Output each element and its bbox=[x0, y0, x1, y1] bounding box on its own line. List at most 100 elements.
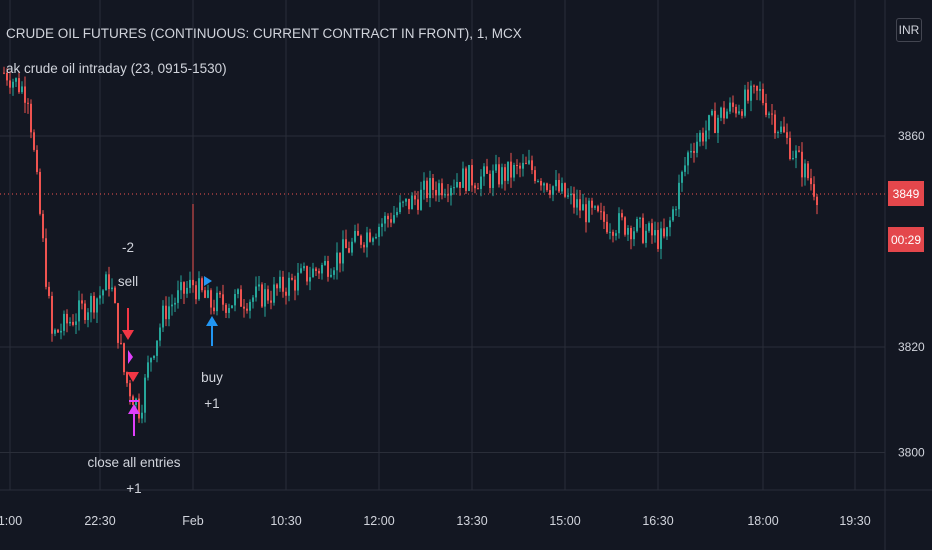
candle-body bbox=[627, 228, 629, 235]
candle-body bbox=[672, 209, 674, 221]
candle-body bbox=[162, 305, 164, 328]
candle-body bbox=[279, 276, 281, 289]
candle-body bbox=[198, 278, 200, 300]
candle-body bbox=[210, 290, 212, 308]
candle-body bbox=[522, 162, 524, 169]
candle-body bbox=[6, 72, 8, 81]
candle-body bbox=[597, 206, 599, 212]
candle-body bbox=[789, 137, 791, 160]
candle-body bbox=[573, 193, 575, 208]
candle-body bbox=[732, 102, 734, 107]
candle-body bbox=[750, 85, 752, 101]
candle-body bbox=[465, 168, 467, 191]
candle-body bbox=[96, 298, 98, 313]
candle-body bbox=[195, 285, 197, 300]
candle-body bbox=[450, 188, 452, 196]
candle-body bbox=[708, 115, 710, 131]
candle-body bbox=[231, 305, 233, 309]
candle-body bbox=[78, 300, 80, 322]
candle-body bbox=[111, 287, 113, 290]
candle-body bbox=[699, 132, 701, 142]
candle-body bbox=[714, 110, 716, 133]
candle-body bbox=[39, 171, 41, 214]
candle-body bbox=[489, 173, 491, 188]
candle-body bbox=[366, 232, 368, 248]
candle-body bbox=[21, 86, 23, 93]
candle-body bbox=[783, 126, 785, 133]
indicator-title[interactable]: ak crude oil intraday (23, 0915-1530) bbox=[6, 61, 227, 76]
candle-body bbox=[477, 188, 479, 190]
candle-body bbox=[759, 89, 761, 91]
candle-body bbox=[753, 85, 755, 87]
candle-body bbox=[324, 260, 326, 265]
candle-body bbox=[129, 383, 131, 397]
buy-entry-marker-icon bbox=[204, 276, 212, 286]
candle-body bbox=[729, 102, 731, 112]
candle-body bbox=[384, 215, 386, 224]
candle-body bbox=[390, 219, 392, 223]
candle-body bbox=[618, 213, 620, 234]
time-tick-label: 13:30 bbox=[456, 514, 487, 528]
candle-body bbox=[657, 230, 659, 249]
sell-qty-label: -2 bbox=[122, 240, 134, 255]
candle-body bbox=[234, 294, 236, 306]
candle-body bbox=[147, 362, 149, 378]
candle-body bbox=[189, 279, 191, 288]
candle-body bbox=[546, 183, 548, 191]
candle-body bbox=[510, 161, 512, 178]
candle-body bbox=[561, 183, 563, 192]
candle-body bbox=[615, 233, 617, 236]
candle-body bbox=[168, 306, 170, 320]
candle-body bbox=[777, 132, 779, 134]
candle-body bbox=[261, 284, 263, 307]
candle-body bbox=[513, 165, 515, 178]
candle-body bbox=[228, 308, 230, 313]
candle-body bbox=[633, 231, 635, 240]
candle-body bbox=[120, 342, 122, 344]
time-tick-label: 10:30 bbox=[270, 514, 301, 528]
candle-body bbox=[351, 241, 353, 253]
candle-body bbox=[315, 268, 317, 271]
candle-body bbox=[570, 193, 572, 196]
close-entry-marker-icon bbox=[128, 350, 133, 364]
candle-body bbox=[66, 313, 68, 324]
candle-body bbox=[276, 284, 278, 289]
candle-body bbox=[117, 303, 119, 343]
candle-body bbox=[171, 304, 173, 307]
symbol-title[interactable]: CRUDE OIL FUTURES (CONTINUOUS: CURRENT C… bbox=[6, 26, 522, 41]
candle-body bbox=[246, 308, 248, 311]
candle-body bbox=[645, 230, 647, 243]
candle-body bbox=[207, 290, 209, 298]
candle-body bbox=[339, 252, 341, 264]
candle-body bbox=[651, 223, 653, 236]
candle-body bbox=[375, 236, 377, 239]
trade-markers: -2 sell buy +1 close all entries +1 bbox=[87, 240, 223, 496]
candle-body bbox=[624, 217, 626, 235]
time-tick-label: 15:00 bbox=[549, 514, 580, 528]
candle-body bbox=[102, 290, 104, 296]
currency-button[interactable]: INR bbox=[896, 18, 922, 42]
candle-body bbox=[63, 313, 65, 331]
candle-body bbox=[669, 220, 671, 228]
candle-body bbox=[612, 231, 614, 236]
candle-body bbox=[240, 289, 242, 307]
candle-body bbox=[456, 181, 458, 188]
candle-body bbox=[87, 312, 89, 320]
candle-body bbox=[60, 330, 62, 333]
candle-body bbox=[285, 291, 287, 296]
candle-body bbox=[693, 150, 695, 153]
candle-body bbox=[447, 194, 449, 196]
time-tick-label: 22:30 bbox=[84, 514, 115, 528]
candle-body bbox=[15, 78, 17, 82]
candle-body bbox=[540, 181, 542, 186]
candle-body bbox=[357, 230, 359, 236]
candle-body bbox=[480, 176, 482, 189]
candle-body bbox=[3, 72, 5, 74]
time-tick-label: 19:30 bbox=[839, 514, 870, 528]
candlestick-series bbox=[3, 66, 818, 424]
candle-body bbox=[423, 180, 425, 190]
candle-body bbox=[267, 289, 269, 301]
sell-label: sell bbox=[118, 274, 138, 289]
candle-body bbox=[660, 228, 662, 249]
